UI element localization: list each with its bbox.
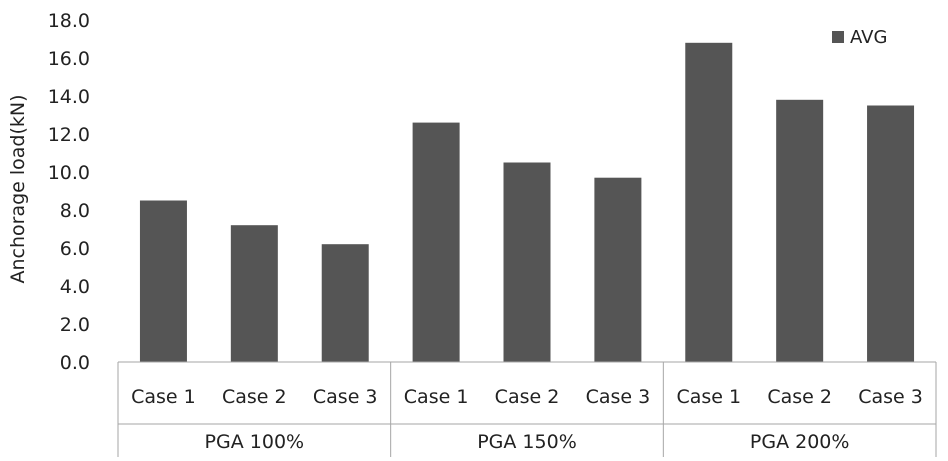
x-category-label: Case 2 bbox=[767, 386, 832, 408]
y-axis-ticks: 0.0 2.0 4.0 6.0 8.0 10.0 12.0 14.0 16.0 18.0 bbox=[48, 10, 90, 374]
bar bbox=[503, 162, 551, 362]
x-category-label: Case 3 bbox=[313, 386, 378, 408]
legend: AVG bbox=[832, 27, 887, 48]
x-group-label: PGA 150% bbox=[477, 431, 577, 453]
y-tick-label: 12.0 bbox=[48, 124, 90, 146]
x-category-label: Case 1 bbox=[131, 386, 196, 408]
y-tick-label: 4.0 bbox=[60, 276, 90, 298]
bars bbox=[139, 42, 915, 363]
y-tick-label: 2.0 bbox=[60, 314, 90, 336]
y-tick-label: 10.0 bbox=[48, 162, 90, 184]
x-category-label: Case 3 bbox=[586, 386, 651, 408]
y-tick-label: 16.0 bbox=[48, 48, 90, 70]
bar bbox=[230, 225, 278, 362]
bar bbox=[685, 42, 733, 363]
y-axis-title-group: Anchorage load(kN) bbox=[7, 94, 29, 283]
legend-label: AVG bbox=[850, 27, 887, 48]
x-group-label: PGA 100% bbox=[205, 431, 305, 453]
y-tick-label: 6.0 bbox=[60, 238, 90, 260]
bar bbox=[412, 122, 460, 362]
x-category-label: Case 2 bbox=[495, 386, 560, 408]
bar bbox=[867, 105, 915, 362]
x-category-label: Case 1 bbox=[404, 386, 469, 408]
x-category-label: Case 3 bbox=[858, 386, 923, 408]
bar bbox=[594, 177, 642, 362]
bar bbox=[321, 244, 369, 362]
y-tick-label: 18.0 bbox=[48, 10, 90, 32]
y-axis-title: Anchorage load(kN) bbox=[7, 94, 29, 283]
x-group-label: PGA 200% bbox=[750, 431, 850, 453]
y-tick-label: 0.0 bbox=[60, 352, 90, 374]
y-tick-label: 8.0 bbox=[60, 200, 90, 222]
x-category-label: Case 1 bbox=[676, 386, 741, 408]
y-tick-label: 14.0 bbox=[48, 86, 90, 108]
x-category-label: Case 2 bbox=[222, 386, 287, 408]
bar bbox=[139, 200, 187, 362]
x-axis: Case 1 Case 2 Case 3 PGA 100% Case 1 Case 2 Ca… bbox=[117, 361, 937, 457]
legend-swatch bbox=[832, 31, 844, 43]
bar bbox=[776, 99, 824, 363]
